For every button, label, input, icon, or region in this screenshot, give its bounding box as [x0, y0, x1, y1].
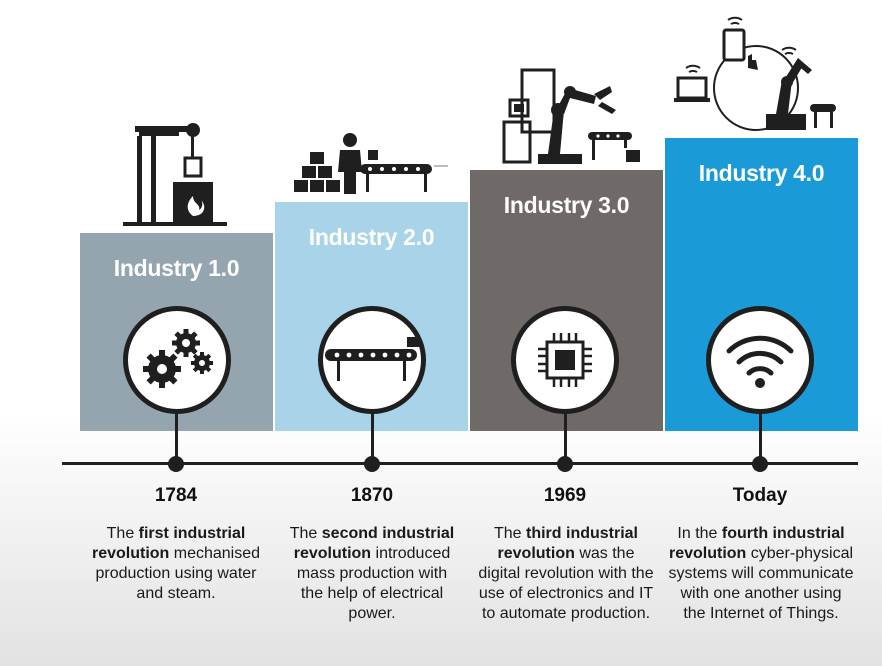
industry-3-title: Industry 3.0 [503, 192, 630, 218]
desc-pre: The [106, 525, 139, 542]
gears-icon [143, 329, 213, 388]
industry-2-description: The second industrial revolution introdu… [284, 524, 460, 624]
industry-4-title: Industry 4.0 [698, 160, 825, 186]
industry-2-title: Industry 2.0 [308, 224, 435, 250]
steam-engine-illustration [123, 123, 227, 226]
desc-bold: second industrial revolution [293, 525, 455, 562]
desc-pre: In the [677, 525, 722, 542]
industry-4-circle [706, 306, 814, 414]
robot-arm-factory-illustration [502, 68, 640, 164]
timeline-dot-2 [364, 456, 380, 472]
wifi-icon [726, 335, 794, 388]
desc-bold: fourth industrial revolution [668, 525, 845, 562]
stem-2 [371, 410, 374, 464]
desc-bold: first industrial revolution [91, 525, 246, 562]
year-1870: 1870 [350, 485, 394, 506]
desc-post: cyber-physical systems will communicate … [668, 545, 854, 622]
stem-4 [759, 410, 762, 464]
conveyor-belt-icon [325, 337, 419, 381]
industry-1-description: The first industrial revolution mechanis… [81, 524, 271, 604]
desc-pre: The [493, 525, 526, 542]
industry-1-title: Industry 1.0 [113, 255, 240, 281]
industry-3-circle [511, 306, 619, 414]
industry-4-description: In the fourth industrial revolution cybe… [668, 524, 854, 624]
desc-pre: The [289, 525, 322, 542]
timeline-dot-1 [168, 456, 184, 472]
desc-post: introduced mass production with the help… [296, 545, 451, 622]
desc-post: mechanised production using water and st… [95, 545, 261, 602]
industry-2-circle [318, 306, 426, 414]
stem-1 [175, 410, 178, 464]
factory-workers-illustration [294, 133, 448, 194]
year-1784: 1784 [154, 485, 198, 506]
microchip-icon [538, 333, 592, 387]
year-1969: 1969 [543, 485, 587, 506]
timeline-dot-4 [752, 456, 768, 472]
year-today: Today [732, 485, 788, 506]
desc-bold: third industrial revolution [497, 525, 638, 562]
desc-post: was the digital revolution with the use … [478, 545, 654, 622]
timeline-dot-3 [557, 456, 573, 472]
industry-3-description: The third industrial revolution was the … [478, 524, 654, 624]
iot-network-illustration [674, 16, 836, 131]
industry-1-circle [123, 306, 231, 414]
stem-3 [564, 410, 567, 464]
timeline-axis [62, 462, 858, 465]
